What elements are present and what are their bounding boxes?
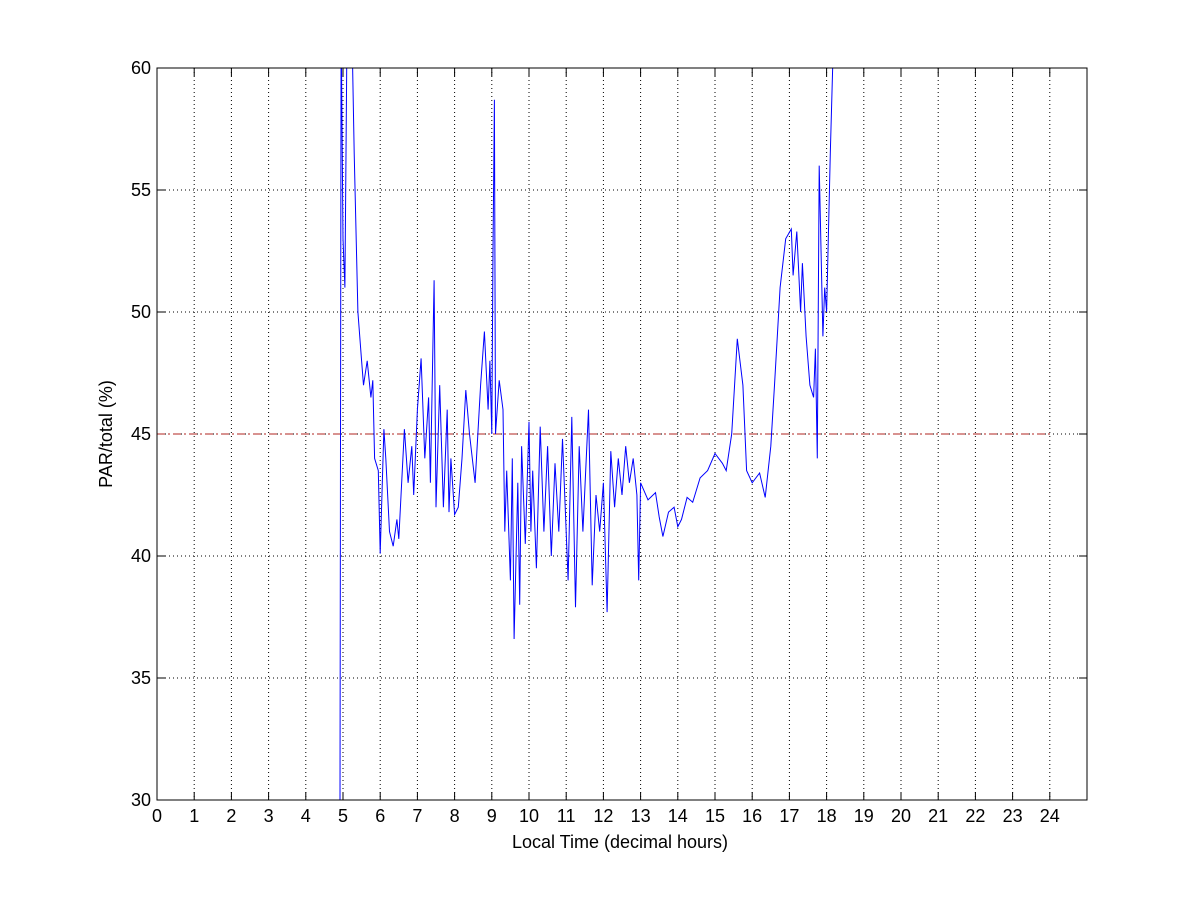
x-tick-label: 13 bbox=[631, 806, 651, 826]
x-tick-label: 11 bbox=[557, 806, 576, 826]
plot-area bbox=[339, 68, 834, 800]
x-tick-label: 24 bbox=[1040, 806, 1060, 826]
x-tick-label: 17 bbox=[779, 806, 799, 826]
x-tick-label: 8 bbox=[450, 806, 460, 826]
x-tick-label: 3 bbox=[264, 806, 274, 826]
x-tick-label: 1 bbox=[189, 806, 199, 826]
x-tick-label: 16 bbox=[742, 806, 762, 826]
x-tick-label: 4 bbox=[301, 806, 311, 826]
x-tick-label: 10 bbox=[519, 806, 539, 826]
plot-frame bbox=[156, 67, 1088, 801]
x-tick-label: 0 bbox=[152, 806, 162, 826]
x-tick-label: 12 bbox=[593, 806, 613, 826]
x-tick-label: 21 bbox=[928, 806, 948, 826]
x-tick-label: 2 bbox=[226, 806, 236, 826]
x-tick-label: 6 bbox=[375, 806, 385, 826]
x-tick-label: 22 bbox=[965, 806, 985, 826]
x-tick-label: 18 bbox=[817, 806, 837, 826]
x-axis-label: Local Time (decimal hours) bbox=[512, 832, 728, 852]
y-tick-label: 30 bbox=[131, 790, 151, 810]
x-tick-label: 23 bbox=[1003, 806, 1023, 826]
y-tick-label: 35 bbox=[131, 668, 151, 688]
x-tick-label: 15 bbox=[705, 806, 725, 826]
y-tick-label: 40 bbox=[131, 546, 151, 566]
x-tick-label: 20 bbox=[891, 806, 911, 826]
data-line bbox=[339, 68, 834, 800]
y-tick-label: 45 bbox=[131, 424, 151, 444]
x-tick-label: 7 bbox=[412, 806, 422, 826]
y-tick-label: 60 bbox=[131, 58, 151, 78]
x-tick-label: 9 bbox=[487, 806, 497, 826]
x-tick-label: 14 bbox=[668, 806, 688, 826]
x-tick-label: 19 bbox=[854, 806, 874, 826]
y-tick-label: 50 bbox=[131, 302, 151, 322]
y-axis-label: PAR/total (%) bbox=[96, 380, 116, 488]
y-tick-label: 55 bbox=[131, 180, 151, 200]
x-tick-label: 5 bbox=[338, 806, 348, 826]
